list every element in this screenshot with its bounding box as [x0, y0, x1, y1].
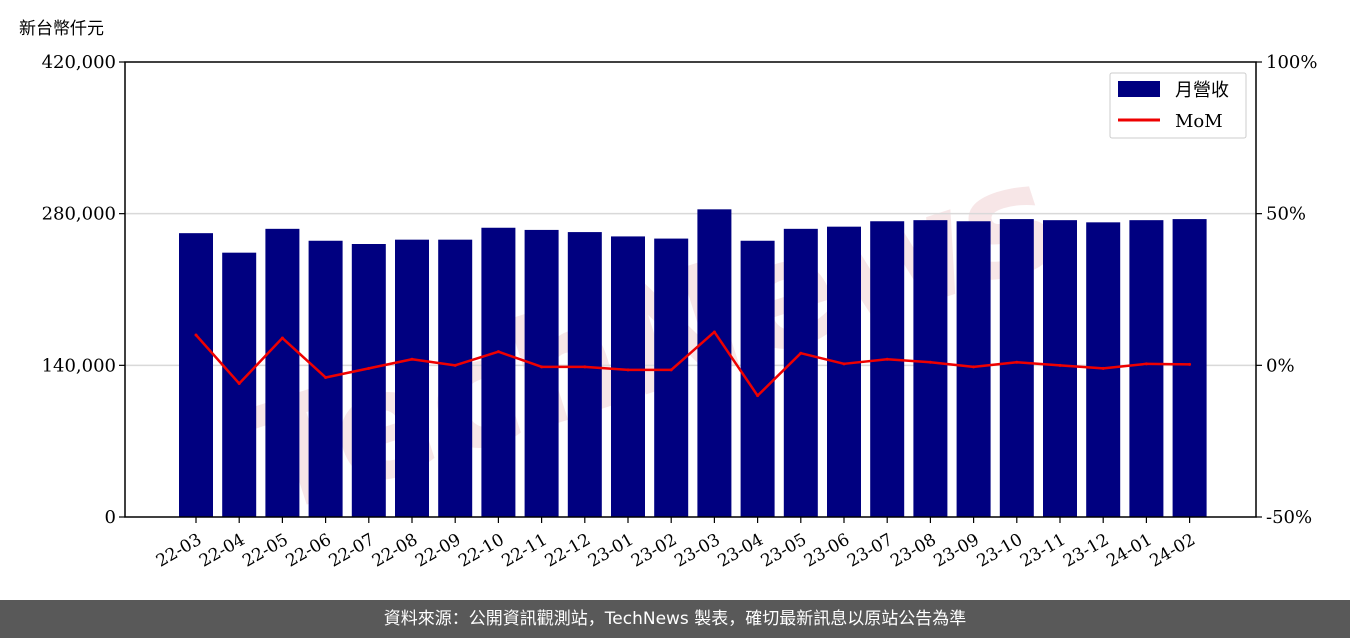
x-tick-label: 22-12 — [542, 530, 594, 572]
revenue-bar — [567, 232, 602, 518]
x-tick-label: 22-08 — [369, 530, 421, 572]
revenue-bar — [265, 228, 300, 518]
revenue-bar — [1129, 220, 1164, 517]
mom-point — [842, 362, 846, 366]
x-tick-label: 23-02 — [628, 530, 680, 572]
revenue-bar — [913, 220, 948, 517]
left-tick-label: 420,000 — [42, 52, 116, 73]
mom-point — [1144, 362, 1148, 366]
mom-point — [410, 357, 414, 361]
mom-point — [885, 357, 889, 361]
x-tick-label: 23-08 — [887, 530, 939, 572]
revenue-bar — [783, 228, 818, 518]
mom-point — [194, 333, 198, 337]
mom-point — [540, 365, 544, 369]
x-tick-label: 23-07 — [844, 530, 896, 572]
footer-text: 資料來源：公開資訊觀測站，TechNews 製表，確切最新訊息以原站公告為準 — [383, 609, 967, 629]
x-tick-label: 22-03 — [153, 530, 205, 572]
mom-point — [280, 336, 284, 340]
mom-line — [195, 330, 1190, 397]
mom-point — [1101, 366, 1105, 370]
x-tick-label: 22-07 — [326, 530, 378, 572]
mom-point — [496, 350, 500, 354]
left-tick-label: 0 — [105, 507, 116, 528]
revenue-bar — [870, 221, 905, 517]
legend-label-revenue: 月營收 — [1175, 80, 1229, 101]
mom-point — [799, 351, 803, 355]
mom-point — [626, 368, 630, 372]
y-axis-unit-label: 新台幣仟元 — [19, 19, 104, 39]
revenue-bar — [956, 221, 991, 517]
x-tick-label: 23-10 — [974, 530, 1026, 572]
revenue-bar — [999, 219, 1034, 518]
mom-point — [712, 330, 716, 334]
mom-point — [1015, 360, 1019, 364]
mom-point — [324, 375, 328, 379]
revenue-bar — [611, 236, 645, 517]
mom-point — [669, 368, 673, 372]
right-tick-label: 50% — [1266, 204, 1306, 225]
revenue-chart: TechNews 0140,000280,000420,000-50%0%50%… — [42, 52, 1318, 572]
revenue-bar — [351, 244, 386, 517]
revenue-bar — [697, 209, 732, 518]
x-tick-label: 23-03 — [671, 530, 723, 572]
x-tick-label: 23-09 — [930, 530, 982, 572]
plot-frame — [124, 61, 1257, 518]
right-tick-label: 100% — [1266, 52, 1317, 73]
legend-label-mom: MoM — [1175, 111, 1223, 132]
mom-point — [583, 365, 587, 369]
revenue-bar — [481, 227, 516, 517]
right-tick-label: 0% — [1266, 355, 1295, 376]
revenue-bar — [654, 238, 689, 518]
x-tick-label: 23-12 — [1060, 530, 1112, 572]
revenue-bar — [524, 229, 559, 517]
x-tick-label: 23-06 — [801, 530, 853, 572]
revenue-bar — [395, 239, 429, 517]
left-tick-label: 140,000 — [42, 355, 116, 376]
mom-point — [237, 382, 241, 386]
x-tick-label: 23-01 — [585, 530, 637, 572]
revenue-bar — [438, 239, 473, 517]
x-tick-label: 22-10 — [455, 530, 507, 572]
mom-point — [756, 394, 760, 398]
source-footer: 資料來源：公開資訊觀測站，TechNews 製表，確切最新訊息以原站公告為準 — [0, 600, 1350, 638]
x-tick-label: 23-05 — [758, 530, 810, 572]
mom-point — [928, 360, 932, 364]
revenue-bar — [1172, 219, 1207, 518]
legend: 月營收 MoM — [1109, 72, 1247, 139]
revenue-bar — [827, 226, 861, 517]
revenue-bar — [179, 233, 213, 517]
x-tick-label: 22-11 — [498, 530, 550, 572]
x-tick-label: 22-05 — [239, 530, 291, 572]
x-tick-label: 24-02 — [1146, 530, 1198, 572]
mom-point — [453, 363, 457, 367]
revenue-bar — [1043, 220, 1077, 517]
right-tick-label: -50% — [1266, 507, 1312, 528]
x-tick-label: 22-04 — [196, 530, 248, 572]
x-tick-label: 23-11 — [1017, 530, 1069, 572]
mom-point — [1058, 363, 1062, 367]
mom-point — [367, 366, 371, 370]
x-tick-label: 22-09 — [412, 530, 464, 572]
mom-line-series — [194, 330, 1192, 398]
x-tick-label: 24-01 — [1103, 530, 1155, 572]
legend-bar-swatch — [1118, 81, 1160, 97]
mom-point — [1188, 362, 1192, 366]
x-tick-label: 23-04 — [714, 530, 766, 572]
left-tick-label: 280,000 — [42, 204, 116, 225]
mom-point — [972, 365, 976, 369]
